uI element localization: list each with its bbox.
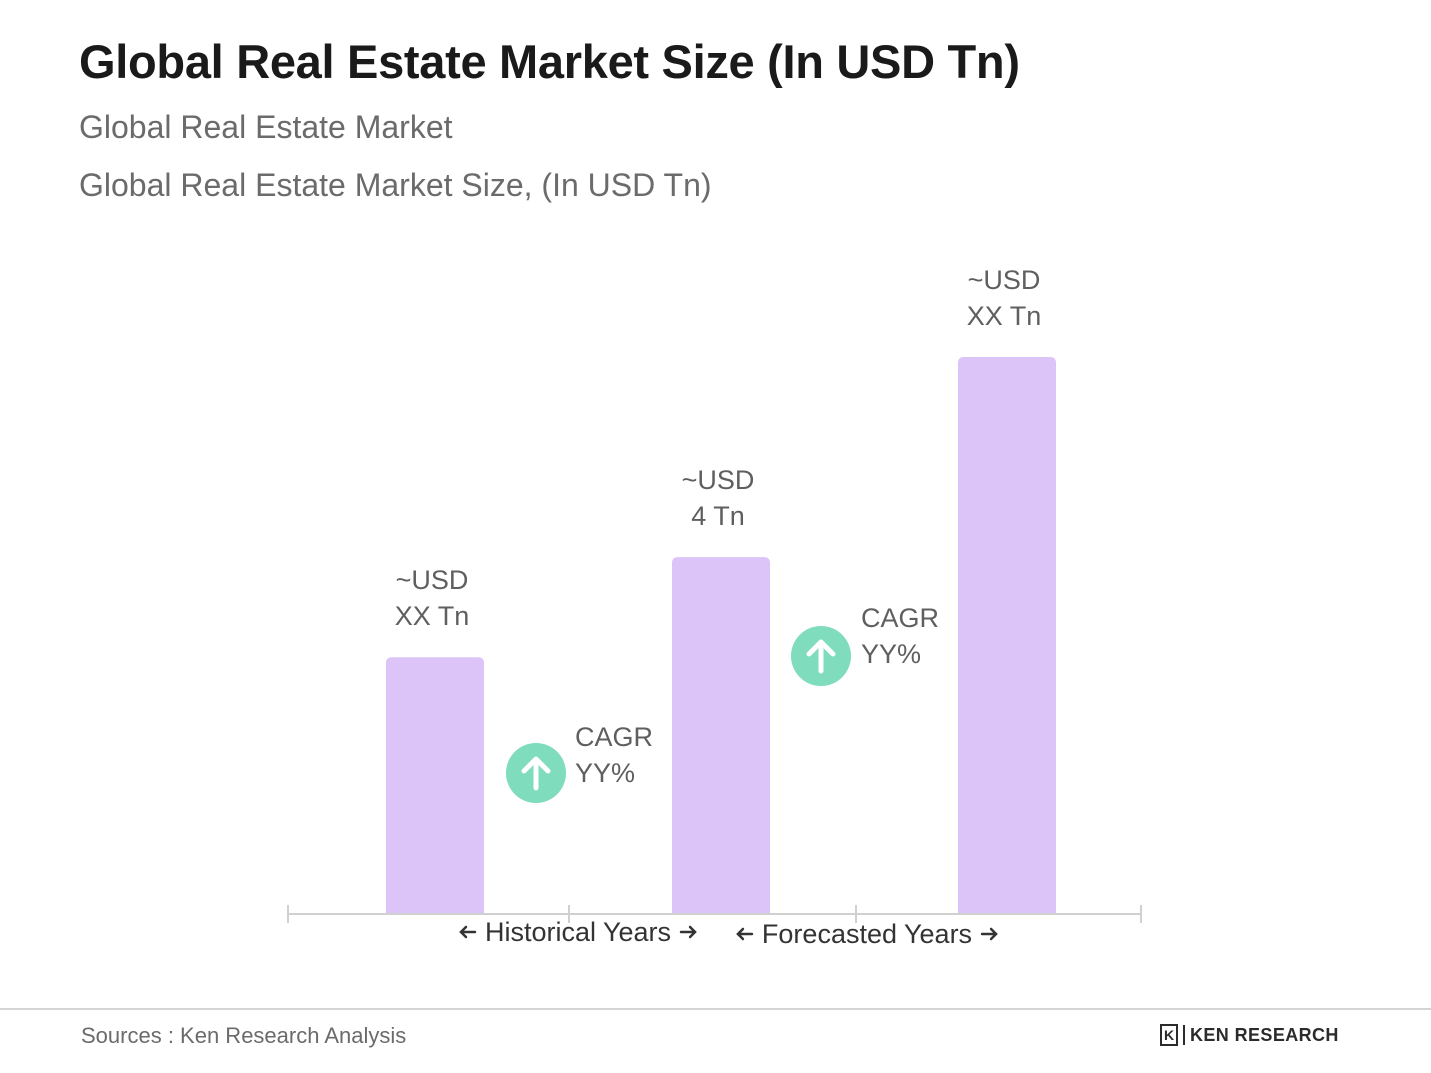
chart-subtitle-secondary: Global Real Estate Market Size, (In USD … [79, 167, 712, 203]
footer-divider [0, 1008, 1431, 1010]
arrow-right-icon [980, 927, 998, 941]
brand-separator [1183, 1025, 1185, 1045]
bar-2 [672, 557, 770, 913]
source-note: Sources : Ken Research Analysis [81, 1023, 407, 1048]
cagr-label: YY% [861, 639, 921, 669]
chart-title: Global Real Estate Market Size (In USD T… [79, 35, 1020, 88]
brand-k-icon: K [1160, 1024, 1178, 1046]
bar-3 [958, 357, 1056, 913]
bar-1-value-label: ~USD [396, 565, 469, 595]
arrow-left-icon [736, 927, 754, 941]
arrow-right-icon [679, 925, 697, 939]
up-arrow-icon [521, 756, 551, 791]
period-label-1: Historical Years [485, 917, 671, 947]
cagr-label: CAGR [861, 603, 939, 633]
up-arrow-icon [806, 639, 836, 674]
cagr-label: YY% [575, 758, 635, 788]
arrow-left-icon [459, 925, 477, 939]
cagr-label: CAGR [575, 722, 653, 752]
bar-1-value-label: XX Tn [395, 601, 470, 631]
bar-2-value-label: 4 Tn [691, 501, 745, 531]
bar-2-value-label: ~USD [682, 465, 755, 495]
chart-subtitle: Global Real Estate Market [79, 109, 453, 145]
period-label-2: Forecasted Years [762, 919, 972, 949]
brand-name: KEN RESEARCH [1190, 1024, 1339, 1045]
bar-1 [386, 657, 484, 913]
bar-3-value-label: ~USD [968, 265, 1041, 295]
brand-logo: K KEN RESEARCH [1160, 1024, 1339, 1046]
bar-3-value-label: XX Tn [967, 301, 1042, 331]
bar-chart: ~USD XX Tn ~USD 4 Tn ~USD XX Tn CAGR YY% CAGR YY%… [287, 265, 1142, 949]
